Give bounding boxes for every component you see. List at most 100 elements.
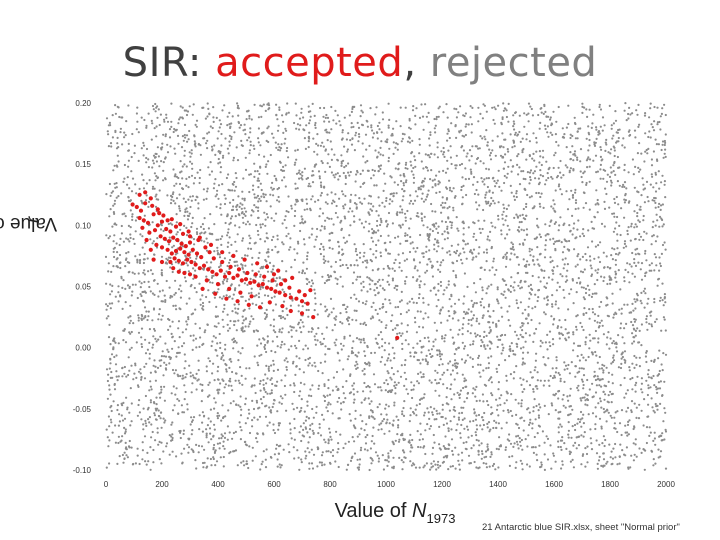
rejected-point — [247, 247, 250, 250]
rejected-point — [263, 294, 267, 297]
rejected-point — [664, 113, 667, 117]
rejected-point — [537, 276, 540, 279]
rejected-point — [554, 221, 558, 224]
rejected-point — [532, 152, 535, 155]
rejected-point — [529, 418, 532, 421]
rejected-point — [188, 364, 191, 367]
rejected-point — [338, 175, 341, 178]
rejected-point — [257, 200, 260, 203]
rejected-point — [234, 224, 237, 227]
rejected-point — [370, 351, 373, 355]
rejected-point — [113, 337, 116, 340]
rejected-point — [514, 330, 517, 333]
rejected-point — [642, 183, 645, 186]
rejected-point — [338, 251, 341, 254]
rejected-point — [326, 116, 330, 119]
rejected-point — [613, 427, 616, 430]
rejected-point — [576, 355, 579, 358]
rejected-point — [399, 226, 402, 229]
rejected-point — [664, 133, 667, 136]
rejected-point — [497, 338, 500, 341]
rejected-point — [283, 343, 286, 346]
rejected-point — [611, 462, 614, 465]
rejected-point — [116, 154, 119, 157]
rejected-point — [191, 167, 194, 170]
rejected-point — [631, 272, 634, 275]
rejected-point — [434, 293, 438, 296]
rejected-point — [321, 413, 324, 416]
rejected-point — [521, 149, 524, 152]
rejected-point — [598, 103, 601, 106]
rejected-point — [634, 438, 637, 441]
rejected-point — [479, 231, 482, 234]
rejected-point — [611, 258, 615, 261]
rejected-point — [586, 378, 589, 382]
rejected-point — [230, 360, 233, 363]
rejected-point — [277, 424, 281, 427]
rejected-point — [182, 429, 185, 432]
rejected-point — [600, 406, 603, 409]
rejected-point — [210, 464, 213, 467]
rejected-point — [530, 293, 533, 296]
rejected-point — [308, 428, 312, 431]
rejected-point — [216, 389, 219, 392]
rejected-point — [388, 118, 391, 121]
rejected-point — [552, 272, 555, 275]
rejected-point — [539, 169, 542, 172]
rejected-point — [109, 142, 113, 145]
rejected-point — [385, 199, 388, 202]
rejected-point — [520, 399, 524, 402]
rejected-point — [220, 144, 223, 147]
rejected-point — [509, 409, 512, 413]
rejected-point — [230, 137, 233, 141]
rejected-point — [341, 385, 344, 388]
rejected-point — [448, 136, 451, 140]
rejected-point — [582, 374, 586, 377]
rejected-point — [186, 218, 190, 221]
rejected-point — [499, 444, 502, 447]
rejected-point — [228, 327, 231, 330]
rejected-point — [504, 253, 507, 256]
rejected-point — [478, 444, 481, 447]
rejected-point — [514, 398, 517, 401]
rejected-point — [625, 119, 628, 122]
rejected-point — [598, 443, 601, 446]
rejected-point — [155, 396, 158, 399]
rejected-point — [654, 240, 658, 243]
rejected-point — [266, 216, 269, 219]
rejected-point — [226, 213, 229, 216]
rejected-point — [202, 305, 205, 308]
rejected-point — [277, 445, 281, 448]
rejected-point — [387, 160, 390, 163]
rejected-point — [121, 435, 124, 438]
rejected-point — [143, 118, 146, 122]
rejected-point — [199, 232, 202, 235]
rejected-point — [265, 200, 268, 203]
rejected-point — [500, 189, 503, 192]
rejected-point — [157, 295, 160, 298]
rejected-point — [263, 312, 266, 315]
rejected-point — [193, 286, 196, 290]
rejected-point — [336, 451, 339, 454]
rejected-point — [313, 309, 316, 312]
rejected-point — [363, 321, 366, 324]
rejected-point — [601, 442, 604, 445]
rejected-point — [480, 339, 483, 342]
rejected-point — [127, 356, 130, 359]
rejected-point — [206, 323, 209, 326]
rejected-point — [151, 104, 155, 108]
rejected-point — [261, 267, 264, 270]
rejected-point — [452, 187, 455, 190]
rejected-point — [628, 369, 631, 372]
rejected-point — [366, 276, 369, 279]
rejected-point — [373, 383, 377, 386]
rejected-point — [349, 139, 352, 142]
rejected-point — [563, 263, 566, 266]
rejected-point — [253, 147, 256, 150]
rejected-point — [582, 383, 585, 387]
rejected-point — [537, 409, 540, 412]
rejected-point — [395, 383, 398, 386]
rejected-point — [314, 292, 317, 295]
rejected-point — [429, 131, 432, 134]
rejected-point — [633, 298, 636, 301]
